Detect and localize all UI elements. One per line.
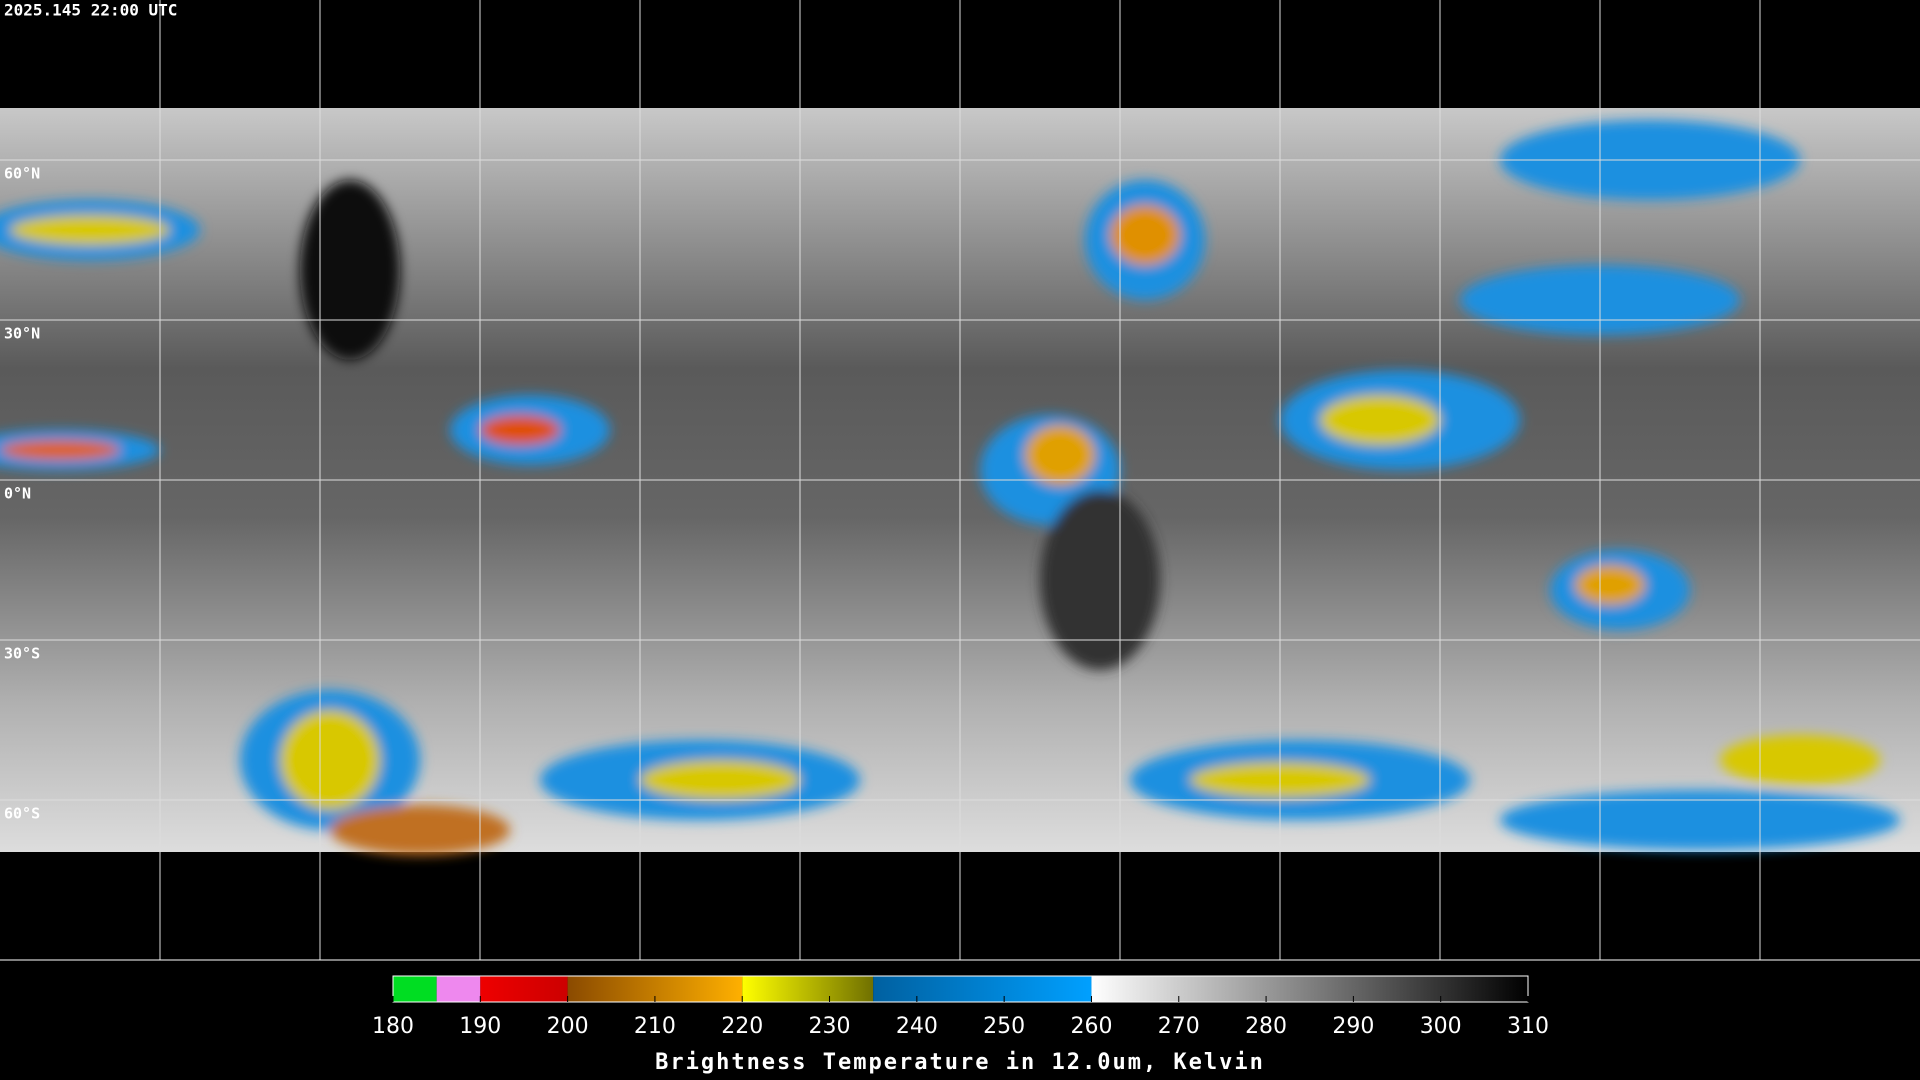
colorbar-segment: [873, 976, 1092, 1002]
colorbar-tick-label: 270: [1158, 1014, 1200, 1039]
latitude-label: 60°N: [4, 165, 40, 183]
colorbar-tick-label: 230: [809, 1014, 851, 1039]
colorbar-tick-label: 210: [634, 1014, 676, 1039]
colorbar-label: Brightness Temperature in 12.0um, Kelvin: [655, 1050, 1265, 1075]
cloud-features: [0, 120, 1900, 855]
timestamp: 2025.145 22:00 UTC: [4, 1, 177, 20]
colorbar-tick-label: 260: [1070, 1014, 1112, 1039]
colorbar-segment: [480, 976, 568, 1002]
latitude-label: 30°S: [4, 645, 40, 663]
colorbar-tick-label: 250: [983, 1014, 1025, 1039]
colorbar-tick-label: 310: [1507, 1014, 1549, 1039]
colorbar-segment: [436, 976, 481, 1002]
colorbar-tick-label: 180: [372, 1014, 414, 1039]
latitude-label: 0°N: [4, 485, 31, 503]
colorbar-frame: [392, 975, 1529, 1003]
colorbar-tick-label: 220: [721, 1014, 763, 1039]
latitude-label: 30°N: [4, 325, 40, 343]
graticule: [0, 0, 1920, 961]
colorbar-segment: [742, 976, 874, 1002]
colorbar-tick-label: 190: [459, 1014, 501, 1039]
colorbar-segment: [393, 976, 437, 1002]
colorbar-tick-label: 240: [896, 1014, 938, 1039]
latitude-label: 60°S: [4, 805, 40, 823]
colorbar-segment: [1091, 976, 1528, 1002]
colorbar-tick-label: 290: [1332, 1014, 1374, 1039]
colorbar-tick-label: 200: [547, 1014, 589, 1039]
colorbar-tick-label: 280: [1245, 1014, 1287, 1039]
colorbar-tick-label: 300: [1420, 1014, 1462, 1039]
